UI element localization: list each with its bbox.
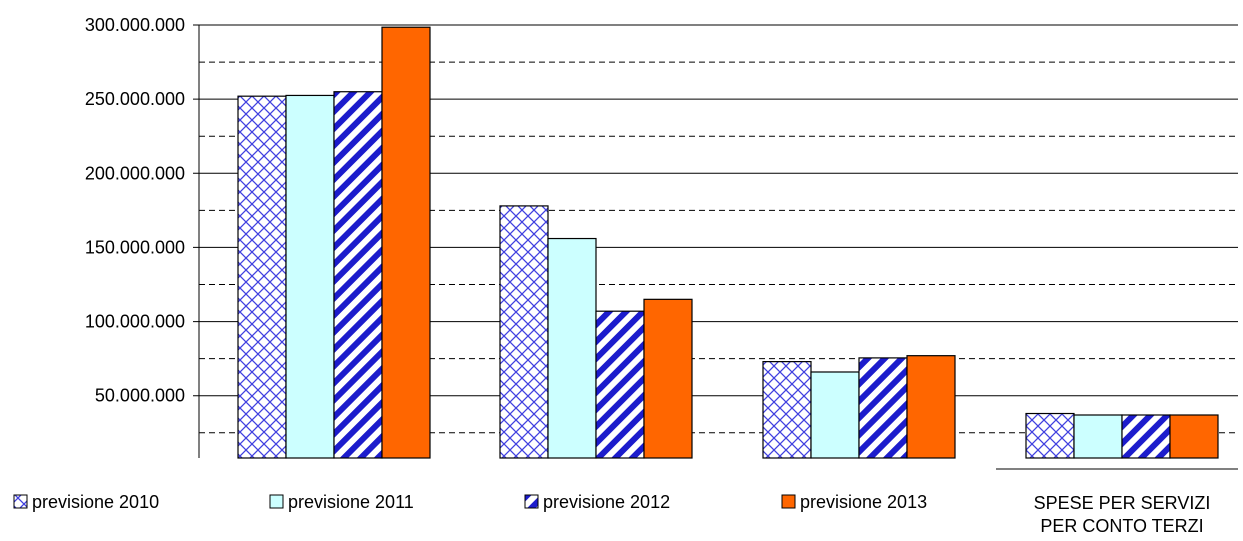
legend-swatch: [524, 494, 539, 509]
bar-previsione-2010: [237, 95, 287, 459]
legend-label: previsione 2011: [288, 492, 414, 512]
bar-previsione-2011: [1073, 414, 1123, 459]
legend-label: previsione 2012: [543, 492, 670, 512]
bar-previsione-2013: [643, 298, 693, 459]
y-tick-label: 300.000.000: [85, 15, 185, 35]
bar-previsione-2012: [1121, 414, 1171, 459]
bar-previsione-2012: [858, 357, 908, 459]
legend-swatch: [269, 494, 284, 509]
y-tick-label: 50.000.000: [95, 386, 185, 406]
bar-previsione-2013: [906, 355, 956, 459]
bar-previsione-2012: [333, 91, 383, 459]
y-tick-label: 100.000.000: [85, 312, 185, 332]
category-label: SPESE PER SERVIZI: [1034, 493, 1211, 513]
bar-previsione-2011: [810, 371, 860, 459]
legend-label: previsione 2010: [32, 492, 159, 512]
bar-previsione-2011: [547, 237, 597, 459]
bar-previsione-2011: [285, 94, 335, 459]
legend-swatch: [13, 494, 28, 509]
legend-label: previsione 2013: [800, 492, 927, 512]
bar-previsione-2010: [762, 361, 812, 459]
bar-previsione-2010: [499, 205, 549, 459]
bar-previsione-2010: [1025, 412, 1075, 459]
bar-previsione-2012: [595, 310, 645, 459]
legend-swatch: [781, 494, 796, 509]
category-label: PER CONTO TERZI: [1040, 516, 1203, 536]
y-tick-label: 250.000.000: [85, 89, 185, 109]
bar-previsione-2013: [381, 26, 431, 459]
y-tick-label: 200.000.000: [85, 163, 185, 183]
y-tick-label: 150.000.000: [85, 237, 185, 257]
bar-previsione-2013: [1169, 414, 1219, 459]
